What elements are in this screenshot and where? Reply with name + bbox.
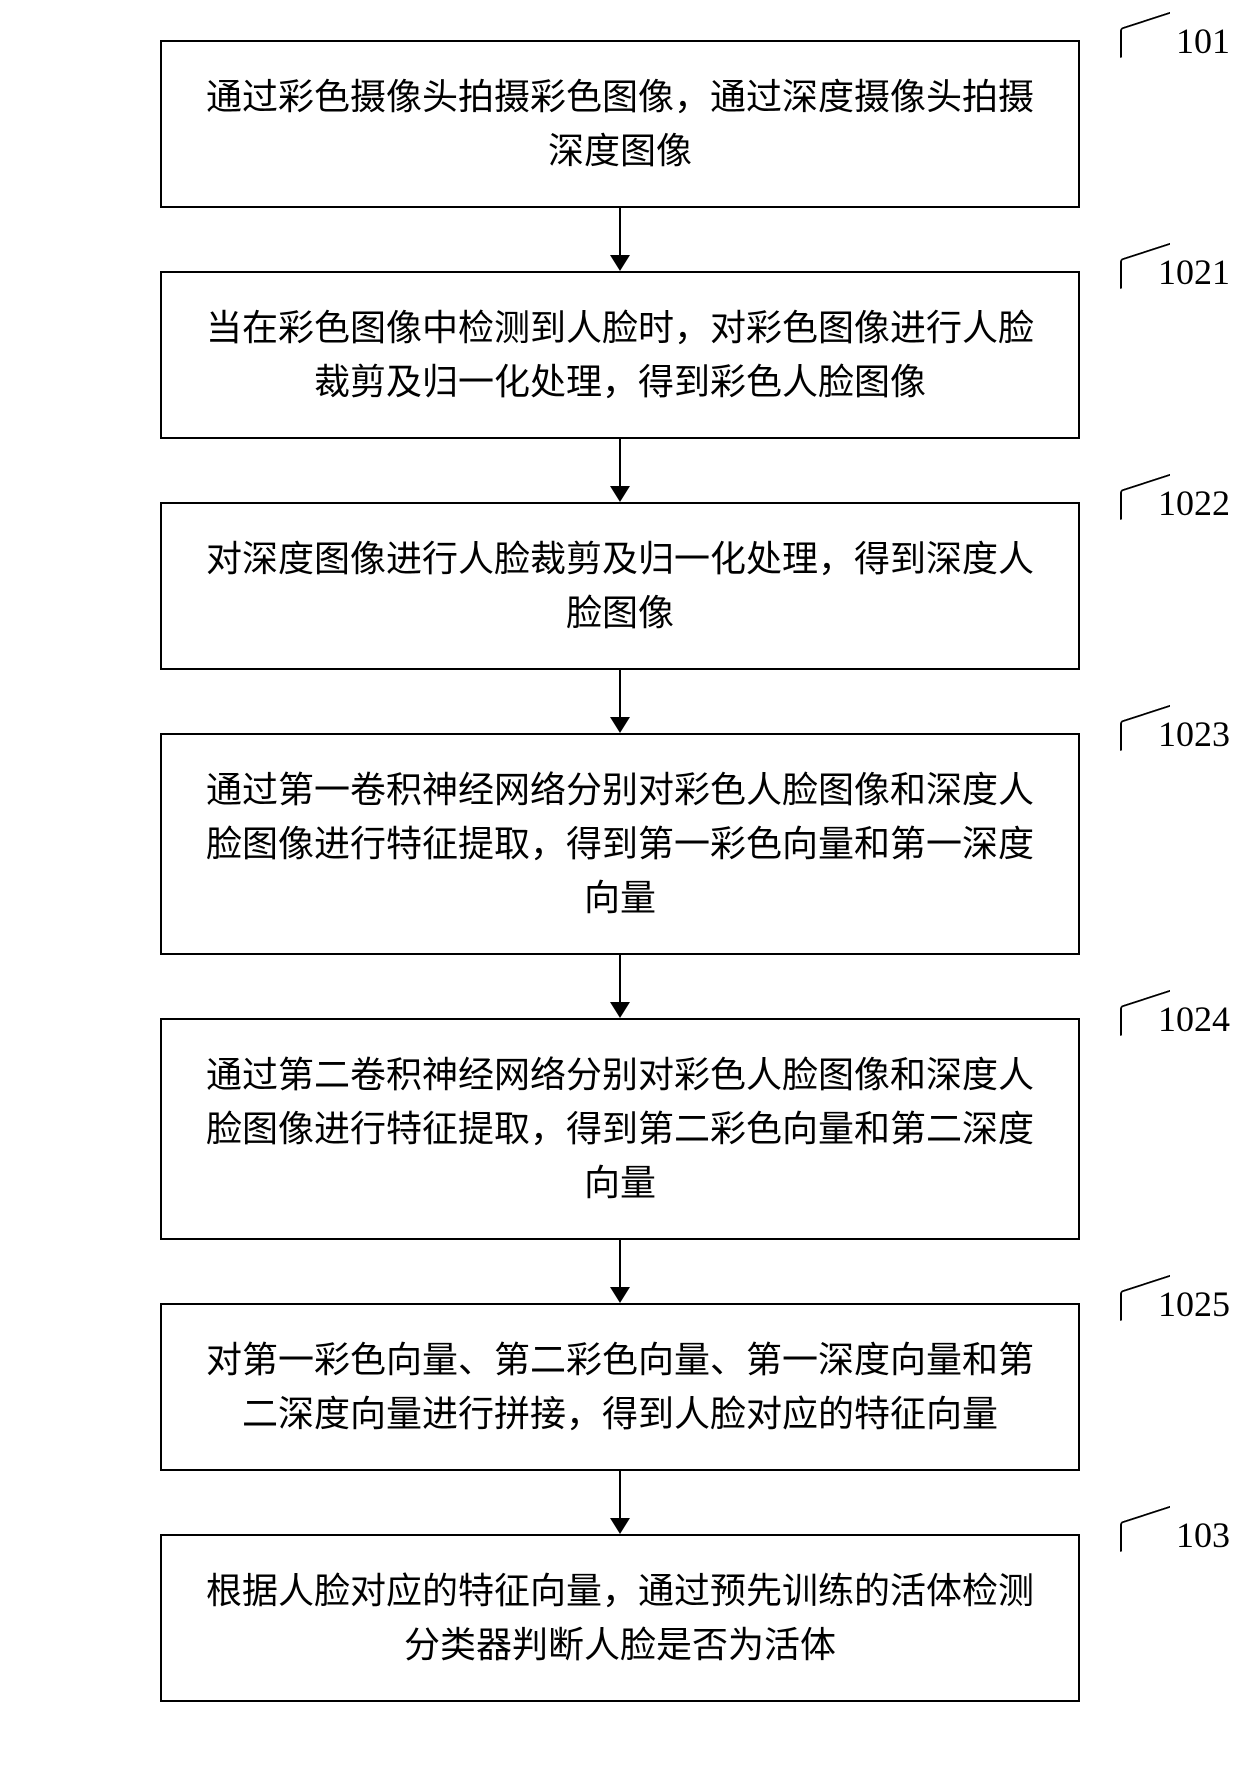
node-text: 通过彩色摄像头拍摄彩色图像，通过深度摄像头拍摄深度图像	[202, 70, 1038, 178]
flowchart-node: 通过彩色摄像头拍摄彩色图像，通过深度摄像头拍摄深度图像	[160, 40, 1080, 208]
connector-line	[619, 670, 621, 718]
flowchart-node: 对深度图像进行人脸裁剪及归一化处理，得到深度人脸图像	[160, 502, 1080, 670]
node-text: 根据人脸对应的特征向量，通过预先训练的活体检测分类器判断人脸是否为活体	[202, 1564, 1038, 1672]
flowchart-connector	[610, 1471, 630, 1534]
label-tick	[1120, 12, 1170, 58]
node-text: 对深度图像进行人脸裁剪及归一化处理，得到深度人脸图像	[202, 532, 1038, 640]
flowchart-node: 通过第二卷积神经网络分别对彩色人脸图像和深度人脸图像进行特征提取，得到第二彩色向…	[160, 1018, 1080, 1240]
node-label: 1021	[1158, 251, 1230, 293]
connector-line	[619, 1471, 621, 1519]
flowchart-connector	[610, 1240, 630, 1303]
arrow-down-icon	[610, 1287, 630, 1303]
flowchart-node-wrapper: 1021 当在彩色图像中检测到人脸时，对彩色图像进行人脸裁剪及归一化处理，得到彩…	[80, 271, 1160, 439]
flowchart-node: 当在彩色图像中检测到人脸时，对彩色图像进行人脸裁剪及归一化处理，得到彩色人脸图像	[160, 271, 1080, 439]
flowchart-container: 101 通过彩色摄像头拍摄彩色图像，通过深度摄像头拍摄深度图像 1021 当在彩…	[80, 40, 1160, 1702]
arrow-down-icon	[610, 486, 630, 502]
node-label: 1022	[1158, 482, 1230, 524]
arrow-down-icon	[610, 1002, 630, 1018]
connector-line	[619, 208, 621, 256]
flowchart-node-wrapper: 1024 通过第二卷积神经网络分别对彩色人脸图像和深度人脸图像进行特征提取，得到…	[80, 1018, 1160, 1240]
connector-line	[619, 955, 621, 1003]
flowchart-node-wrapper: 1022 对深度图像进行人脸裁剪及归一化处理，得到深度人脸图像	[80, 502, 1160, 670]
flowchart-node: 通过第一卷积神经网络分别对彩色人脸图像和深度人脸图像进行特征提取，得到第一彩色向…	[160, 733, 1080, 955]
node-label: 101	[1176, 20, 1230, 62]
flowchart-node: 对第一彩色向量、第二彩色向量、第一深度向量和第二深度向量进行拼接，得到人脸对应的…	[160, 1303, 1080, 1471]
flowchart-connector	[610, 670, 630, 733]
flowchart-node-wrapper: 1023 通过第一卷积神经网络分别对彩色人脸图像和深度人脸图像进行特征提取，得到…	[80, 733, 1160, 955]
node-label: 103	[1176, 1514, 1230, 1556]
flowchart-node-wrapper: 101 通过彩色摄像头拍摄彩色图像，通过深度摄像头拍摄深度图像	[80, 40, 1160, 208]
arrow-down-icon	[610, 255, 630, 271]
flowchart-node-wrapper: 103 根据人脸对应的特征向量，通过预先训练的活体检测分类器判断人脸是否为活体	[80, 1534, 1160, 1702]
node-text: 通过第二卷积神经网络分别对彩色人脸图像和深度人脸图像进行特征提取，得到第二彩色向…	[202, 1048, 1038, 1210]
arrow-down-icon	[610, 717, 630, 733]
node-label: 1024	[1158, 998, 1230, 1040]
flowchart-connector	[610, 955, 630, 1018]
connector-line	[619, 439, 621, 487]
node-label: 1023	[1158, 713, 1230, 755]
connector-line	[619, 1240, 621, 1288]
node-text: 通过第一卷积神经网络分别对彩色人脸图像和深度人脸图像进行特征提取，得到第一彩色向…	[202, 763, 1038, 925]
node-text: 对第一彩色向量、第二彩色向量、第一深度向量和第二深度向量进行拼接，得到人脸对应的…	[202, 1333, 1038, 1441]
label-tick	[1120, 1506, 1170, 1552]
node-text: 当在彩色图像中检测到人脸时，对彩色图像进行人脸裁剪及归一化处理，得到彩色人脸图像	[202, 301, 1038, 409]
arrow-down-icon	[610, 1518, 630, 1534]
flowchart-connector	[610, 439, 630, 502]
node-label: 1025	[1158, 1283, 1230, 1325]
flowchart-node: 根据人脸对应的特征向量，通过预先训练的活体检测分类器判断人脸是否为活体	[160, 1534, 1080, 1702]
flowchart-node-wrapper: 1025 对第一彩色向量、第二彩色向量、第一深度向量和第二深度向量进行拼接，得到…	[80, 1303, 1160, 1471]
flowchart-connector	[610, 208, 630, 271]
